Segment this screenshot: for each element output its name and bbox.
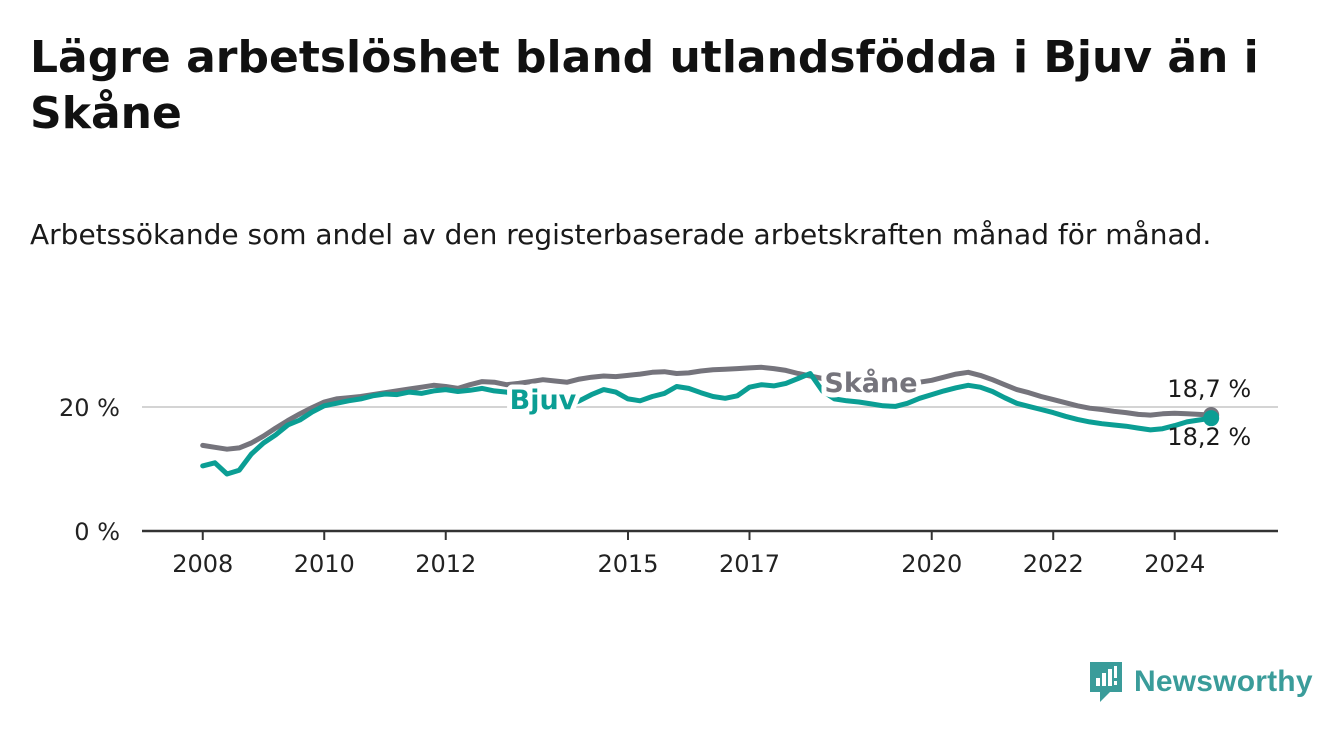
series-label-bjuv-halo: Bjuv bbox=[510, 385, 577, 416]
x-tick-label: 2022 bbox=[1023, 550, 1084, 578]
x-tick-label: 2024 bbox=[1144, 550, 1205, 578]
x-tick-label: 2010 bbox=[294, 550, 355, 578]
end-point-bjuv bbox=[1203, 410, 1220, 427]
y-tick-label: 0 % bbox=[74, 518, 120, 546]
end-value-label-skane: 18,7 % bbox=[1167, 375, 1251, 403]
series-lines bbox=[200, 364, 1220, 477]
x-tick-label: 2015 bbox=[597, 550, 658, 578]
series-line-skane bbox=[200, 364, 1214, 452]
brand-name: Newsworthy bbox=[1134, 665, 1313, 698]
series-label-skane-halo: Skåne bbox=[824, 367, 917, 399]
x-tick-label: 2012 bbox=[415, 550, 476, 578]
y-tick-label: 20 % bbox=[59, 394, 120, 422]
chart-subtitle: Arbetssökande som andel av den registerb… bbox=[30, 218, 1212, 251]
x-tick-label: 2008 bbox=[172, 550, 233, 578]
x-tick-label: 2017 bbox=[719, 550, 780, 578]
chart-title: Lägre arbetslöshet bland utlandsfödda i … bbox=[30, 32, 1259, 139]
series-line-bjuv bbox=[200, 371, 1214, 477]
x-tick-label: 2020 bbox=[901, 550, 962, 578]
newsworthy-logo-icon bbox=[1090, 662, 1122, 702]
x-axis: 2008 2010 2012 2015 2017 2020 2022 2024 bbox=[142, 529, 1278, 578]
series-label-bjuv: Bjuv bbox=[510, 385, 577, 416]
line-chart: 0 % 20 % 2008 2010 2012 2015 2017 2020 2022 2024… bbox=[59, 362, 1278, 578]
series-label-skane: Skåne bbox=[824, 367, 917, 399]
newsworthy-logo: Newsworthy bbox=[1088, 660, 1313, 704]
y-axis-labels: 0 % 20 % bbox=[59, 394, 120, 546]
end-value-label-bjuv: 18,2 % bbox=[1167, 423, 1251, 451]
